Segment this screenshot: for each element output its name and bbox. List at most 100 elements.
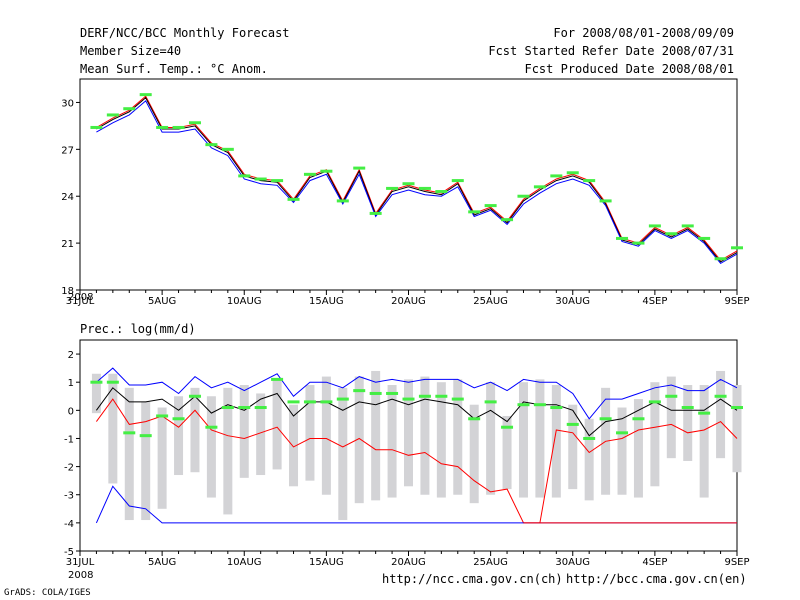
temp-ytick-label: 27 [61,145,74,156]
prec-climatology-marker [303,400,316,404]
prec-climatology-marker [616,431,629,435]
prec-ytick-label: -3 [64,491,74,502]
temp-climatology-marker [681,224,694,228]
prec-spread-box [453,379,463,495]
prec-climatology-marker [435,394,448,398]
temp-climatology-marker [254,177,267,181]
temp-climatology-marker [386,186,399,190]
prec-xtick-label: 25AUG [473,557,508,568]
temp-climatology-marker [665,232,678,236]
prec-climatology-marker [221,406,234,410]
temp-xtick-label: 10AUG [227,296,262,307]
temp-climatology-marker [402,182,415,186]
prec-spread-box [108,373,118,484]
prec-ytick-label: -5 [64,547,74,558]
prec-climatology-marker [632,417,645,421]
temp-climatology-marker [714,257,727,261]
title-line-1: DERF/NCC/BCC Monthly Forecast [80,26,290,40]
temp-climatology-marker [238,174,251,178]
precipitation-year-label: 2008 [68,570,93,581]
prec-spread-box [124,387,134,521]
prec-climatology-marker [550,406,563,410]
temp-climatology-marker [731,246,743,250]
temp-climatology-marker [566,171,579,175]
prec-ytick-label: 1 [68,378,74,389]
prec-series-upper [96,367,738,420]
prec-spread-box [91,373,101,414]
prec-spread-box [157,407,167,509]
prec-climatology-marker [287,400,300,404]
temp-climatology-marker [139,93,152,97]
temperature-chart: 18 21 24 27 30 31JUL 5AUG 10AUG 15AUG 20AUG 25AUG… [61,78,750,307]
temp-climatology-marker [303,172,316,176]
temp-climatology-marker [336,199,349,203]
temp-xtick-label: 20AUG [391,296,426,307]
temp-climatology-marker [501,218,514,222]
temp-series-upper [96,95,738,261]
grads-credit: GrADS: COLA/IGES [4,588,91,598]
prec-series-lower [95,398,738,524]
prec-climatology-marker [106,380,119,384]
prec-climatology-marker [238,406,251,410]
prec-climatology-marker [139,434,152,438]
temp-climatology-marker [435,190,448,194]
prec-climatology-marker [353,389,366,393]
prec-climatology-marker [172,417,185,421]
temp-xtick-label: 15AUG [309,296,344,307]
prec-climatology-marker [599,417,612,421]
prec-climatology-marker [188,394,201,398]
prec-spread-box [650,382,660,487]
prec-spread-box [486,382,496,495]
prec-climatology-marker [123,431,136,435]
temp-xtick-label: 5AUG [148,296,176,307]
prec-xtick-label: 31JUL [66,557,95,568]
prec-climatology-marker [714,394,727,398]
prec-spread-box [272,379,282,470]
temp-ytick-label: 21 [61,239,74,250]
title-line-2: Member Size=40 [80,44,182,58]
prec-spread-box [321,376,331,495]
prec-climatology-marker [369,391,382,395]
prec-climatology-marker [205,425,218,429]
prec-climatology-marker [451,397,464,401]
prec-climatology-marker [320,400,333,404]
temp-climatology-marker [451,179,464,183]
prec-climatology-marker [402,397,415,401]
prec-spread-box [338,387,348,521]
prec-spread-box [732,385,742,473]
prec-climatology-marker [533,403,546,407]
prec-climatology-marker [484,400,497,404]
prec-climatology-marker [517,403,530,407]
temp-series-mean [96,97,738,263]
prec-xtick-label: 10AUG [227,557,262,568]
temp-climatology-marker [106,113,119,117]
prec-climatology-marker [468,417,481,421]
temp-climatology-marker [599,199,612,203]
prec-series-mean [95,387,738,437]
temp-climatology-marker [123,107,136,111]
temperature-year-label: 2008 [68,292,93,303]
temp-series-lower [96,100,738,265]
prec-xtick-label: 5AUG [148,557,176,568]
prec-climatology-marker [698,411,711,415]
url-chinese[interactable]: http://ncc.cma.gov.cn(ch) [382,572,563,586]
url-english[interactable]: http://bcc.cma.gov.cn(en) [566,572,747,586]
prec-ytick-label: -1 [64,434,74,445]
prec-spread-box [666,376,676,459]
prec-climatology-marker [271,377,284,381]
temp-climatology-marker [205,143,218,147]
prec-spread-box [190,387,200,473]
prec-climatology-marker [386,391,399,395]
temp-climatology-marker [533,185,546,189]
temp-ytick-label: 30 [61,98,74,109]
temp-xtick-label: 4SEP [642,296,667,307]
temp-climatology-marker [698,236,711,240]
temp-climatology-marker [632,241,645,245]
title-line-3: Mean Surf. Temp.: °C Anom. [80,62,268,76]
prec-spread-box [387,385,397,498]
prec-xtick-label: 9SEP [724,557,749,568]
temp-climatology-marker [648,224,661,228]
start-reference-date: Fcst Started Refer Date 2008/07/31 [488,44,734,58]
prec-climatology-marker [731,406,743,410]
